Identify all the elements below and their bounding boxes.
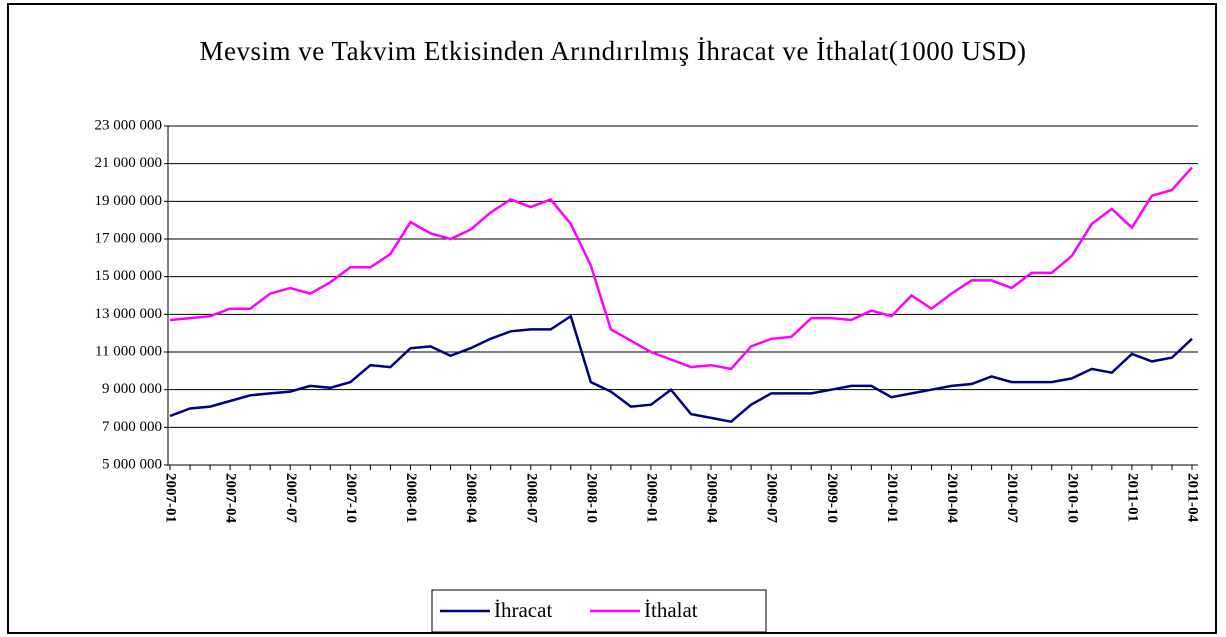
y-tick-label: 11 000 000 xyxy=(95,343,162,359)
x-tick-label: 2011-04 xyxy=(1185,473,1201,523)
legend-label: İhracat xyxy=(494,598,552,622)
y-tick-label: 9 000 000 xyxy=(102,381,162,397)
y-tick-label: 7 000 000 xyxy=(102,419,162,435)
x-tick-label: 2008-01 xyxy=(403,473,419,523)
x-tick-label: 2008-04 xyxy=(463,473,479,523)
x-tick-label: 2010-01 xyxy=(884,473,900,523)
x-tick-label: 2009-10 xyxy=(824,473,840,523)
x-tick-label: 2007-07 xyxy=(283,473,299,523)
y-tick-label: 17 000 000 xyxy=(95,230,163,246)
y-tick-label: 23 000 000 xyxy=(95,117,163,133)
chart-title: Mevsim ve Takvim Etkisinden Arındırılmış… xyxy=(199,36,1027,66)
x-tick-label: 2010-04 xyxy=(944,473,960,523)
x-tick-label: 2010-07 xyxy=(1004,473,1020,523)
x-tick-label: 2011-01 xyxy=(1124,473,1140,522)
x-tick-label: 2009-01 xyxy=(644,473,660,523)
y-tick-label: 15 000 000 xyxy=(95,268,163,284)
x-tick-label: 2009-07 xyxy=(764,473,780,523)
chart-border xyxy=(7,3,1217,634)
y-tick-label: 13 000 000 xyxy=(95,306,163,322)
x-tick-label: 2007-01 xyxy=(163,473,179,523)
y-tick-label: 21 000 000 xyxy=(95,155,163,171)
x-tick-label: 2009-04 xyxy=(704,473,720,523)
x-tick-label: 2010-10 xyxy=(1064,473,1080,523)
legend-label: İthalat xyxy=(644,598,698,622)
x-tick-label: 2008-07 xyxy=(523,473,539,523)
y-tick-label: 5 000 000 xyxy=(102,456,162,472)
x-tick-label: 2007-10 xyxy=(343,473,359,523)
x-tick-label: 2007-04 xyxy=(223,473,239,523)
x-tick-label: 2008-10 xyxy=(583,473,599,523)
series-line xyxy=(169,166,1193,371)
y-tick-label: 19 000 000 xyxy=(95,193,163,209)
series-line xyxy=(169,314,1193,424)
